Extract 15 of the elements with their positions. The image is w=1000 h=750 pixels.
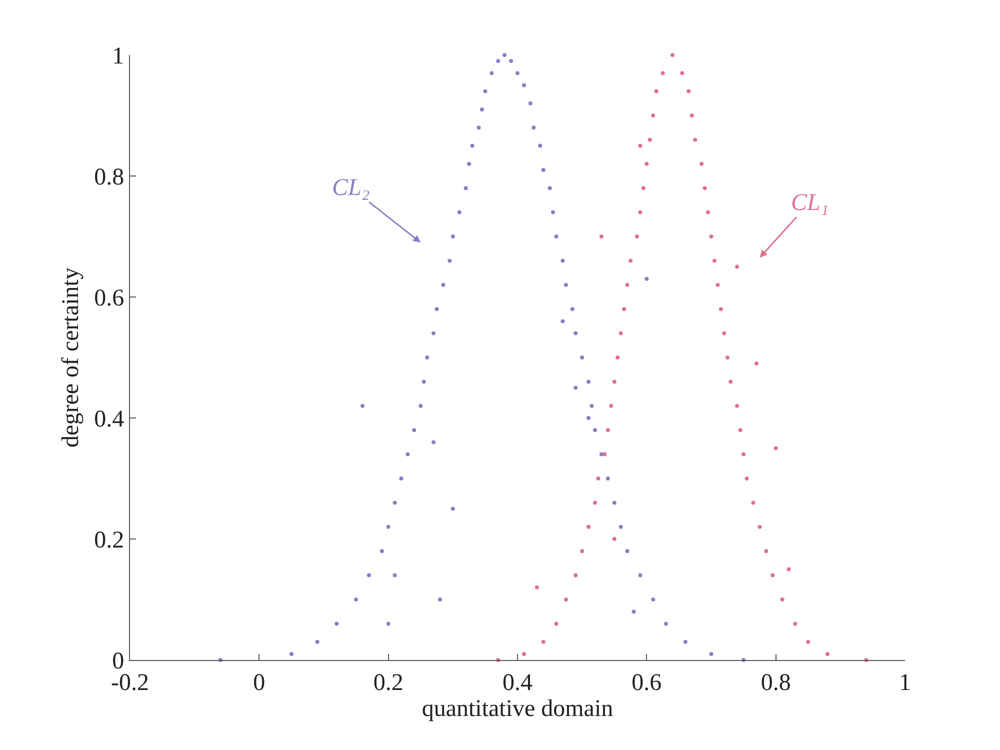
annotation: CL₂	[332, 175, 370, 201]
annotation: CL₁	[791, 190, 829, 216]
y-tick-label: 0.2	[94, 527, 124, 554]
x-tick-label: 1	[899, 670, 911, 696]
x-axis-title: quantitative domain	[422, 696, 614, 722]
x-tick-label: 0	[253, 670, 266, 696]
y-axis-title: degree of certainty	[58, 268, 84, 448]
x-tick-label: 0.8	[760, 670, 791, 696]
y-tick-label: 1	[112, 43, 124, 70]
x-tick-label: 0.4	[502, 670, 532, 696]
y-tick-label: 0.4	[94, 406, 124, 432]
x-tick-label: 0.2	[373, 670, 404, 696]
y-tick-label: 0.8	[94, 164, 124, 190]
y-tick-label: 0.6	[94, 285, 124, 312]
x-tick-label: 0.6	[632, 670, 662, 696]
